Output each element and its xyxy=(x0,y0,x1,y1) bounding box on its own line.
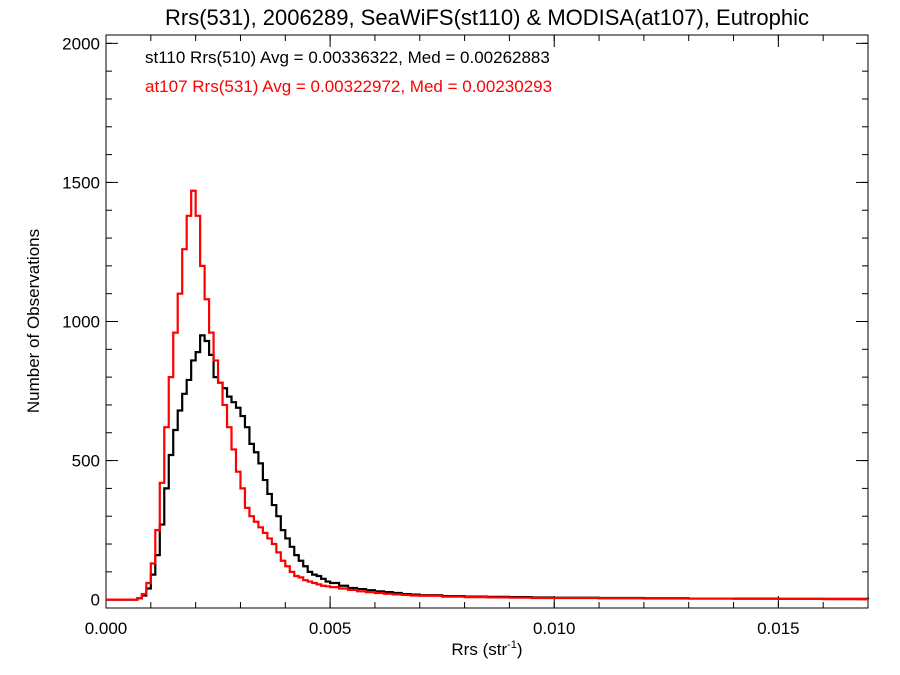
series-layer xyxy=(106,189,870,601)
legend-entry-at107: at107 Rrs(531) Avg = 0.00322972, Med = 0… xyxy=(145,77,552,96)
x-axis-label: Rrs (str-1) xyxy=(451,639,522,659)
y-tick-label: 1000 xyxy=(62,313,100,332)
series-line-at107 xyxy=(106,189,868,601)
x-axis-label-close: ) xyxy=(517,640,523,659)
x-tick-label: 0.015 xyxy=(757,619,800,638)
plot-frame xyxy=(105,34,869,609)
y-axis-label: Number of Observations xyxy=(24,229,43,413)
x-axis-label-main: Rrs (str xyxy=(451,640,507,659)
chart-title: Rrs(531), 2006289, SeaWiFS(st110) & MODI… xyxy=(165,5,809,30)
x-tick-label: 0.005 xyxy=(309,619,352,638)
x-tick-label: 0.000 xyxy=(85,619,128,638)
x-tick-label: 0.010 xyxy=(533,619,576,638)
legend-entry-st110: st110 Rrs(510) Avg = 0.00336322, Med = 0… xyxy=(145,48,550,67)
y-tick-label: 2000 xyxy=(62,34,100,53)
y-tick-label: 0 xyxy=(91,591,100,610)
y-tick-label: 1500 xyxy=(62,173,100,192)
y-tick-label: 500 xyxy=(72,452,100,471)
series-line-st110 xyxy=(106,334,870,601)
axis-ticks: 0.000 0.005 0.010 0.015 0 500 1000 1500 2000 xyxy=(62,34,869,638)
x-axis-label-superscript: -1 xyxy=(507,639,517,651)
